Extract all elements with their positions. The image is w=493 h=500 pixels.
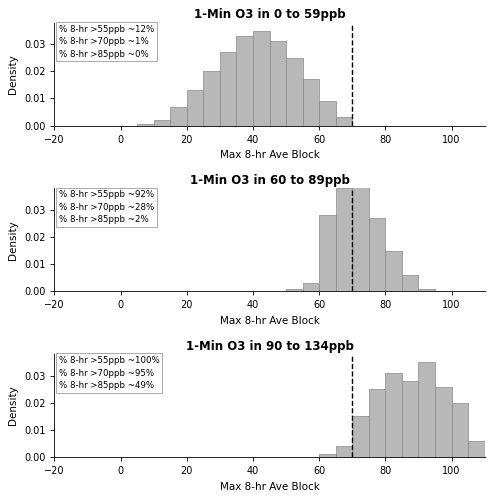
Bar [336, 118, 352, 126]
Bar [187, 90, 203, 126]
X-axis label: Max 8-hr Ave Block: Max 8-hr Ave Block [219, 482, 319, 492]
Bar [352, 416, 369, 457]
Bar [369, 390, 386, 457]
Title: 1-Min O3 in 0 to 59ppb: 1-Min O3 in 0 to 59ppb [194, 8, 346, 22]
Bar [253, 30, 270, 126]
Bar [237, 36, 253, 126]
Bar [336, 188, 352, 292]
Title: 1-Min O3 in 90 to 134ppb: 1-Min O3 in 90 to 134ppb [185, 340, 353, 353]
X-axis label: Max 8-hr Ave Block: Max 8-hr Ave Block [219, 150, 319, 160]
Y-axis label: Density: Density [8, 54, 18, 94]
Bar [468, 441, 485, 457]
Bar [336, 446, 352, 457]
Bar [369, 218, 386, 292]
Bar [170, 106, 187, 126]
Bar [319, 216, 336, 292]
Text: % 8-hr >55ppb ~92%
% 8-hr >70ppb ~28%
% 8-hr >85ppb ~2%: % 8-hr >55ppb ~92% % 8-hr >70ppb ~28% % … [59, 190, 154, 224]
Text: % 8-hr >55ppb ~100%
% 8-hr >70ppb ~95%
% 8-hr >85ppb ~49%: % 8-hr >55ppb ~100% % 8-hr >70ppb ~95% %… [59, 356, 159, 390]
Bar [386, 373, 402, 457]
Bar [319, 454, 336, 457]
Bar [154, 120, 170, 126]
Bar [419, 362, 435, 457]
Bar [402, 381, 419, 457]
Bar [303, 80, 319, 126]
Title: 1-Min O3 in 60 to 89ppb: 1-Min O3 in 60 to 89ppb [190, 174, 350, 187]
Text: % 8-hr >55ppb ~12%
% 8-hr >70ppb ~1%
% 8-hr >85ppb ~0%: % 8-hr >55ppb ~12% % 8-hr >70ppb ~1% % 8… [59, 24, 154, 58]
Bar [419, 288, 435, 292]
Y-axis label: Density: Density [8, 386, 18, 426]
Bar [352, 178, 369, 292]
Bar [303, 283, 319, 292]
Bar [319, 101, 336, 126]
Bar [220, 52, 237, 126]
Y-axis label: Density: Density [8, 220, 18, 260]
Bar [137, 124, 154, 126]
X-axis label: Max 8-hr Ave Block: Max 8-hr Ave Block [219, 316, 319, 326]
Bar [386, 250, 402, 292]
Bar [203, 72, 220, 126]
Bar [286, 288, 303, 292]
Bar [286, 58, 303, 126]
Bar [402, 275, 419, 291]
Bar [435, 386, 452, 457]
Bar [270, 42, 286, 125]
Bar [452, 403, 468, 457]
